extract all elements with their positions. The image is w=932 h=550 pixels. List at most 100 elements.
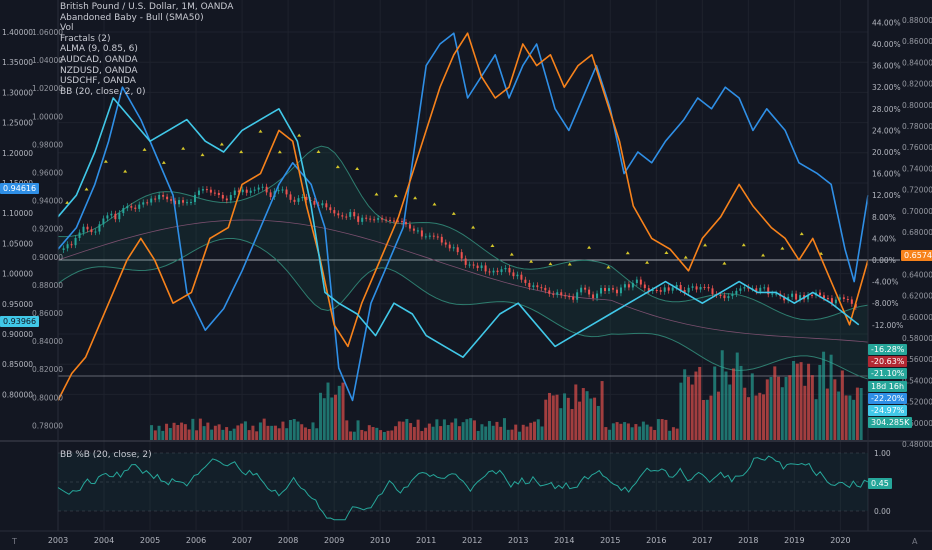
candle-body <box>114 213 117 220</box>
candle-body <box>807 294 810 300</box>
volume-bar <box>382 431 386 440</box>
bb-percent-b-line <box>57 455 869 521</box>
volume-bar <box>424 427 428 440</box>
volume-bar <box>686 376 690 440</box>
candle-body <box>775 293 778 295</box>
left2-tick-1.06000: 1.06000 <box>32 28 63 37</box>
volume-bar <box>450 422 454 440</box>
candle-body <box>373 219 376 221</box>
volume-bar <box>698 366 702 440</box>
candle-body <box>795 293 798 300</box>
left-tick-1.05000: 1.05000 <box>2 239 33 248</box>
volume-bar <box>585 391 589 440</box>
volume-bar <box>765 379 769 440</box>
candle-body <box>659 290 662 292</box>
candle-body <box>436 236 439 238</box>
candle-body <box>170 199 173 201</box>
candle-body <box>695 286 698 290</box>
volume-bar <box>247 430 251 440</box>
candle-body <box>643 284 646 289</box>
volume-bar <box>213 425 217 440</box>
volume-bar <box>690 384 694 440</box>
volume-bar <box>330 397 334 440</box>
volume-bar <box>701 399 705 440</box>
volume-bar <box>750 373 754 440</box>
series-line-1 <box>57 32 869 401</box>
candle-body <box>496 270 499 273</box>
candle-body <box>564 295 567 297</box>
volume-bar <box>743 387 747 440</box>
x-tick-2016: 2016 <box>646 536 666 545</box>
candle-body <box>245 189 248 193</box>
pct-tick-14: -12.00% <box>872 321 903 330</box>
candle-body <box>592 294 595 299</box>
candle-body <box>834 299 837 304</box>
candle-body <box>249 190 252 193</box>
volume-bar <box>176 425 180 440</box>
candle-body <box>488 271 491 273</box>
candle-body <box>604 288 607 292</box>
candle-body <box>560 292 563 296</box>
volume-bar <box>724 371 728 440</box>
volume-bar <box>326 382 330 440</box>
candle-body <box>130 206 133 208</box>
volume-bar <box>844 395 848 440</box>
volume-bar <box>679 382 683 440</box>
left2-tick-0.94000: 0.94000 <box>32 197 63 206</box>
fractal-up-marker <box>84 187 89 191</box>
candle-body <box>544 287 547 291</box>
candle-body <box>241 189 244 193</box>
candle-body <box>261 186 264 188</box>
volume-bar <box>788 375 792 440</box>
candle-body <box>468 264 471 266</box>
fractal-up-marker <box>161 160 166 164</box>
candle-body <box>671 287 674 291</box>
fractal-up-marker <box>451 211 456 215</box>
left2-tick-0.78000: 0.78000 <box>32 421 63 430</box>
price-candles <box>62 183 857 310</box>
volume-bar <box>225 427 229 440</box>
volume-bar <box>630 427 634 440</box>
candle-body <box>663 287 666 292</box>
volume-bar <box>555 394 559 440</box>
candle-body <box>584 287 587 290</box>
left2-tick-0.92000: 0.92000 <box>32 225 63 234</box>
pct-tick-10: 4.00% <box>872 234 896 243</box>
volume-bar <box>596 405 600 440</box>
volume-bar <box>641 421 645 440</box>
pct-tick-3: 32.00% <box>872 83 901 92</box>
fractal-up-marker <box>355 167 360 171</box>
candle-body <box>727 296 730 299</box>
right-tick-13: 0.62000 <box>902 292 932 301</box>
candle-body <box>333 210 336 214</box>
right-tick-5: 0.78000 <box>902 122 932 131</box>
volume-bar <box>416 419 420 440</box>
auto-scale-button[interactable]: A <box>912 537 918 546</box>
volume-bar <box>409 423 413 440</box>
pct-tick-2: 36.00% <box>872 62 901 71</box>
candle-body <box>448 244 451 249</box>
volume-bar <box>728 384 732 440</box>
volume-bar <box>394 426 398 440</box>
fractal-up-marker <box>316 149 321 153</box>
candle-body <box>345 216 348 218</box>
right-tick-10: 0.68000 <box>902 228 932 237</box>
volume-bar <box>604 427 608 440</box>
volume-bar <box>668 430 672 440</box>
right-price-tag-orange: 0.65749 <box>901 250 932 261</box>
volume-bar <box>600 381 604 440</box>
bb-fill <box>58 146 868 380</box>
volume-bar <box>375 427 379 440</box>
volume-bar <box>792 360 796 440</box>
candle-body <box>818 292 821 296</box>
candle-body <box>281 189 284 191</box>
volume-bar <box>795 363 799 440</box>
tv-logo-corner[interactable]: T <box>12 537 17 546</box>
right-tick-16: 0.56000 <box>902 355 932 364</box>
candle-body <box>349 212 352 217</box>
fractal-up-marker <box>393 194 398 198</box>
pane2-legend[interactable]: BB %B (20, close, 2) <box>60 450 152 460</box>
volume-bar <box>517 431 521 440</box>
volume-bar <box>491 425 495 440</box>
